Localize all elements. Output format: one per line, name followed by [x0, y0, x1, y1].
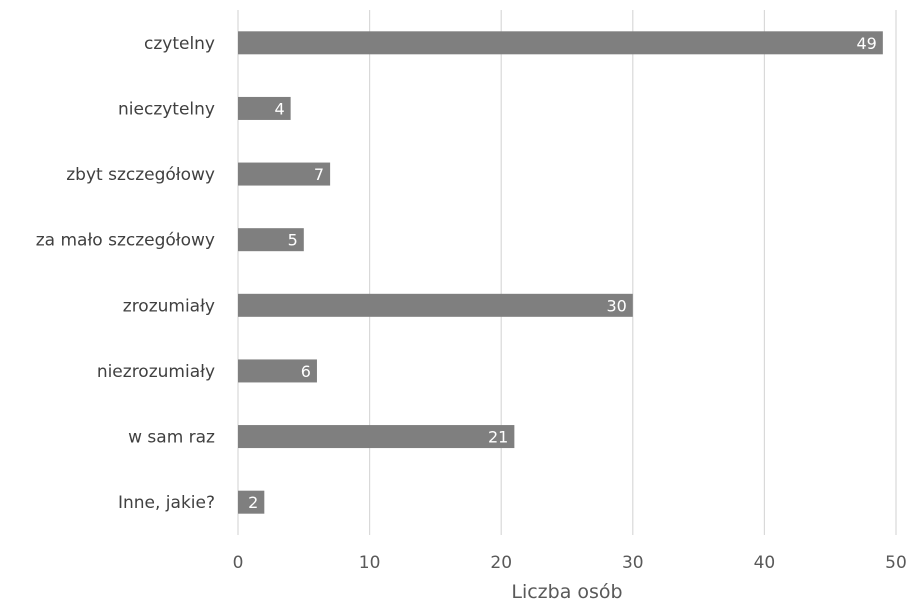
data-label: 49: [856, 34, 876, 53]
bar: [238, 228, 304, 252]
gridlines: [237, 10, 897, 535]
x-tick-label: 0: [233, 553, 244, 573]
category-label: czytelny: [144, 34, 215, 54]
bar: [238, 31, 883, 55]
data-label: 6: [301, 362, 311, 381]
bar: [238, 96, 291, 120]
category-label: nieczytelny: [118, 99, 215, 119]
bar: [238, 162, 331, 186]
bar: [238, 359, 317, 383]
data-label: 30: [606, 296, 626, 315]
bar: [238, 293, 633, 317]
bar: [238, 425, 515, 449]
x-tick-label: 40: [754, 553, 776, 573]
data-label: 21: [488, 428, 508, 447]
x-tick-labels: 0 10 20 30 40 50: [233, 553, 907, 573]
x-tick-label: 30: [622, 553, 644, 573]
bars: 49 4 7 5 30 6 21 2: [238, 31, 883, 514]
x-tick-label: 50: [885, 553, 907, 573]
data-label: 2: [248, 493, 258, 512]
x-tick-label: 20: [490, 553, 512, 573]
category-label: w sam raz: [128, 428, 215, 448]
category-label: Inne, jakie?: [118, 493, 215, 513]
category-labels: czytelny nieczytelny zbyt szczegółowy za ma…: [36, 34, 215, 513]
category-label: niezrozumiały: [97, 362, 215, 382]
x-axis-title: Liczba osób: [511, 581, 622, 603]
data-label: 5: [288, 231, 298, 250]
category-label: zbyt szczegółowy: [66, 165, 215, 185]
data-label: 7: [314, 165, 324, 184]
data-label: 4: [274, 99, 284, 118]
category-label: zrozumiały: [123, 296, 215, 316]
category-label: za mało szczegółowy: [36, 231, 215, 251]
x-tick-label: 10: [359, 553, 381, 573]
bar: [238, 490, 265, 514]
